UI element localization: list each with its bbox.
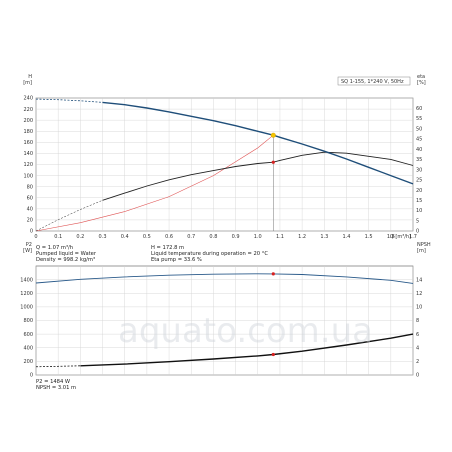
- top-ytick-right: 20: [416, 188, 422, 194]
- top-ylabel-left: H: [28, 74, 32, 80]
- top-xtick: 1.0: [254, 234, 262, 240]
- top-ylabel-right: eta: [417, 74, 425, 80]
- npsh-curve: [80, 333, 414, 367]
- bottom-ytick-right: 10: [416, 305, 422, 311]
- top-ylabel-right-unit: [%]: [417, 80, 426, 86]
- top-ytick-left: 180: [23, 129, 33, 135]
- top-ytick-right: 5: [416, 218, 419, 224]
- bottom-ytick-right: 14: [416, 277, 422, 283]
- top-ytick-left: 140: [23, 151, 33, 157]
- head-curve-dashed: [35, 98, 103, 103]
- bottom-ylabel-left: P2: [26, 242, 32, 248]
- top-xtick: 1.7: [409, 234, 417, 240]
- top-xtick: 0.2: [76, 234, 84, 240]
- chart-title: SQ 1-155, 1*240 V, 50Hz: [341, 79, 404, 85]
- top-xlabel: Q [m³/h]: [390, 234, 411, 240]
- bottom-ytick-left: 400: [23, 345, 33, 351]
- top-ylabel-left-unit: [m]: [23, 80, 32, 86]
- bottom-ytick-right: 2: [416, 359, 419, 365]
- top-ytick-right: 15: [416, 198, 422, 204]
- bottom-ytick-right: 4: [416, 345, 419, 351]
- title-box: [337, 76, 411, 86]
- top-xtick: 0.7: [187, 234, 195, 240]
- bottom-ytick-right: 6: [416, 332, 419, 338]
- npsh-curve-dashed: [35, 365, 81, 368]
- top-ytick-left: 240: [23, 96, 33, 102]
- bottom-info-line: P2 = 1484 W: [36, 379, 70, 385]
- watermark-text: aquato.com.ua: [118, 311, 373, 351]
- top-xtick: 1.5: [365, 234, 373, 240]
- top-ytick-right: 40: [416, 147, 422, 153]
- op-point-npsh: [271, 352, 275, 357]
- info-right-line: Eta pump = 33.6 %: [151, 257, 202, 263]
- top-ytick-right: 50: [416, 126, 422, 132]
- top-xtick: 0.1: [54, 234, 62, 240]
- top-ytick-left: 80: [27, 184, 33, 190]
- bottom-ytick-right: 12: [416, 291, 422, 297]
- eta-curve-dashed: [35, 200, 103, 232]
- top-xtick: 0: [34, 234, 37, 240]
- top-ytick-left: 160: [23, 140, 33, 146]
- info-right-line: Liquid temperature during operation = 20…: [151, 251, 268, 257]
- bottom-ytick-left: 800: [23, 318, 33, 324]
- system-curve: [35, 134, 274, 232]
- top-ytick-left: 0: [30, 229, 33, 235]
- top-xtick: 1.3: [320, 234, 328, 240]
- info-left-line: Pumped liquid = Water: [36, 251, 97, 257]
- p2-curve: [35, 273, 414, 284]
- bottom-ytick-left: 1200: [20, 291, 33, 297]
- head-curve: [102, 101, 414, 185]
- top-xtick: 1.4: [342, 234, 350, 240]
- op-point-eta: [271, 160, 275, 164]
- bottom-ylabel-right-unit: [m]: [417, 248, 426, 254]
- top-ytick-right: 10: [416, 208, 422, 214]
- bottom-ytick-left: 0: [30, 373, 33, 379]
- top-xtick: 0.8: [209, 234, 217, 240]
- top-ytick-right: 30: [416, 167, 422, 173]
- info-right-line: H = 172.8 m: [151, 245, 184, 251]
- bottom-ytick-right: 0: [416, 373, 419, 379]
- top-ytick-right: 25: [416, 178, 422, 184]
- top-ytick-right: 45: [416, 137, 422, 143]
- bottom-ytick-right: 8: [416, 318, 419, 324]
- top-xtick: 1.6: [387, 234, 395, 240]
- top-xtick: 0.9: [232, 234, 240, 240]
- bottom-ylabel-left-unit: [W]: [23, 248, 32, 254]
- top-ytick-left: 40: [27, 207, 33, 213]
- bottom-ytick-left: 200: [23, 359, 33, 365]
- top-ytick-left: 100: [23, 173, 33, 179]
- top-xtick: 0.6: [165, 234, 173, 240]
- top-ytick-right: 55: [416, 116, 422, 122]
- info-left-line: Q = 1.07 m³/h: [36, 245, 73, 251]
- bottom-info-line: NPSH = 3.01 m: [36, 385, 76, 391]
- top-xtick: 0.3: [99, 234, 107, 240]
- bottom-ytick-left: 1000: [20, 305, 33, 311]
- top-ytick-left: 220: [23, 107, 33, 113]
- top-xtick: 1.2: [298, 234, 306, 240]
- top-ytick-left: 20: [27, 218, 33, 224]
- bottom-ytick-left: 600: [23, 332, 33, 338]
- op-point-p2: [271, 272, 275, 276]
- top-ytick-right: 0: [416, 229, 419, 235]
- top-xtick: 0.5: [143, 234, 151, 240]
- eta-curve: [102, 151, 414, 201]
- op-point-head: [270, 132, 276, 138]
- top-xtick: 1.1: [276, 234, 284, 240]
- top-ytick-left: 200: [23, 118, 33, 124]
- bottom-ytick-left: 1400: [20, 277, 33, 283]
- top-ytick-left: 60: [27, 195, 33, 201]
- top-xtick: 0.4: [121, 234, 129, 240]
- info-left-line: Density = 998.2 kg/m³: [36, 257, 95, 263]
- top-ytick-left: 120: [23, 162, 33, 168]
- top-ytick-right: 35: [416, 157, 422, 163]
- top-ytick-right: 60: [416, 106, 422, 112]
- bottom-ylabel-right: NPSH: [417, 242, 431, 248]
